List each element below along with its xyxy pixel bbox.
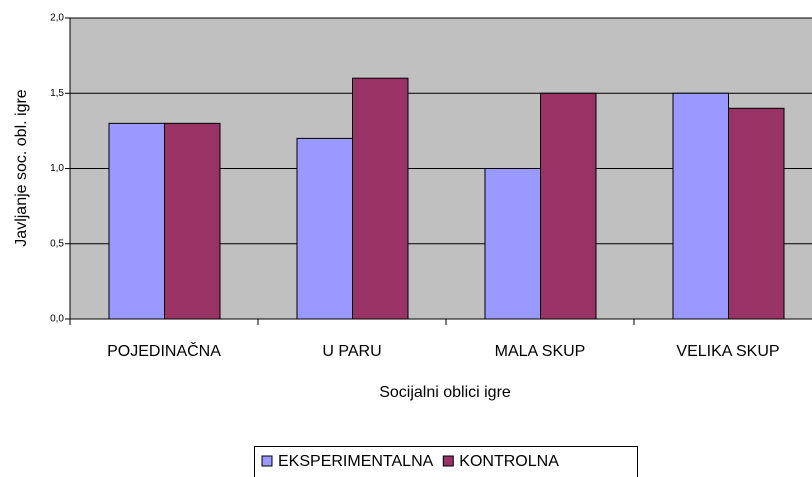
bar: [108, 122, 165, 320]
bar: [352, 77, 409, 320]
x-tick-label: U PARU: [322, 343, 381, 360]
legend-label: EKSPERIMENTALNA: [278, 453, 434, 470]
x-tick-label: MALA SKUP: [495, 343, 586, 360]
y-tick-label: 2,0: [50, 13, 64, 24]
bar: [484, 168, 541, 320]
legend-label: KONTROLNA: [459, 453, 559, 470]
bar: [672, 92, 729, 320]
bar: [728, 107, 785, 320]
bar: [164, 122, 221, 320]
y-tick-label: 1,0: [50, 163, 64, 174]
legend-swatch: [442, 455, 454, 467]
x-axis-label: Socijalni oblici igre: [379, 384, 511, 401]
bar: [540, 92, 597, 320]
y-tick-label: 0,0: [50, 314, 64, 325]
y-tick-label: 0,5: [50, 238, 64, 249]
x-tick-label: VELIKA SKUP: [676, 343, 779, 360]
x-tick-label: POJEDINAČNA: [107, 341, 221, 360]
bar: [296, 137, 353, 320]
y-axis-label: Javljanje soc. obl. igre: [13, 89, 30, 247]
y-tick-label: 1,5: [50, 88, 64, 99]
legend-swatch: [261, 455, 273, 467]
